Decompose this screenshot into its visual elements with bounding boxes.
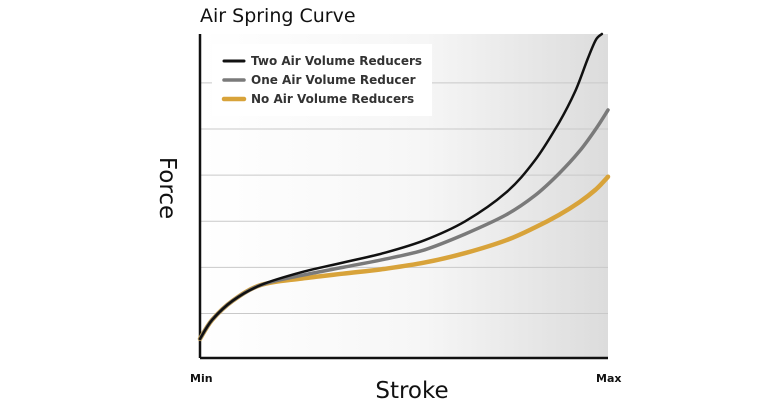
x-axis-label: Stroke	[375, 378, 448, 404]
x-tick-max: Max	[596, 372, 621, 385]
x-tick-min: Min	[190, 372, 213, 385]
y-axis-label: Force	[154, 157, 180, 219]
series-two-reducers	[198, 32, 604, 341]
chart-title: Air Spring Curve	[200, 5, 356, 27]
legend-label-two-reducers: Two Air Volume Reducers	[251, 54, 422, 68]
legend: Two Air Volume Reducers One Air Volume R…	[212, 44, 432, 116]
legend-box	[212, 44, 432, 116]
legend-label-no-reducers: No Air Volume Reducers	[251, 92, 414, 106]
legend-label-one-reducer: One Air Volume Reducer	[251, 73, 416, 87]
series-layer	[197, 32, 611, 342]
